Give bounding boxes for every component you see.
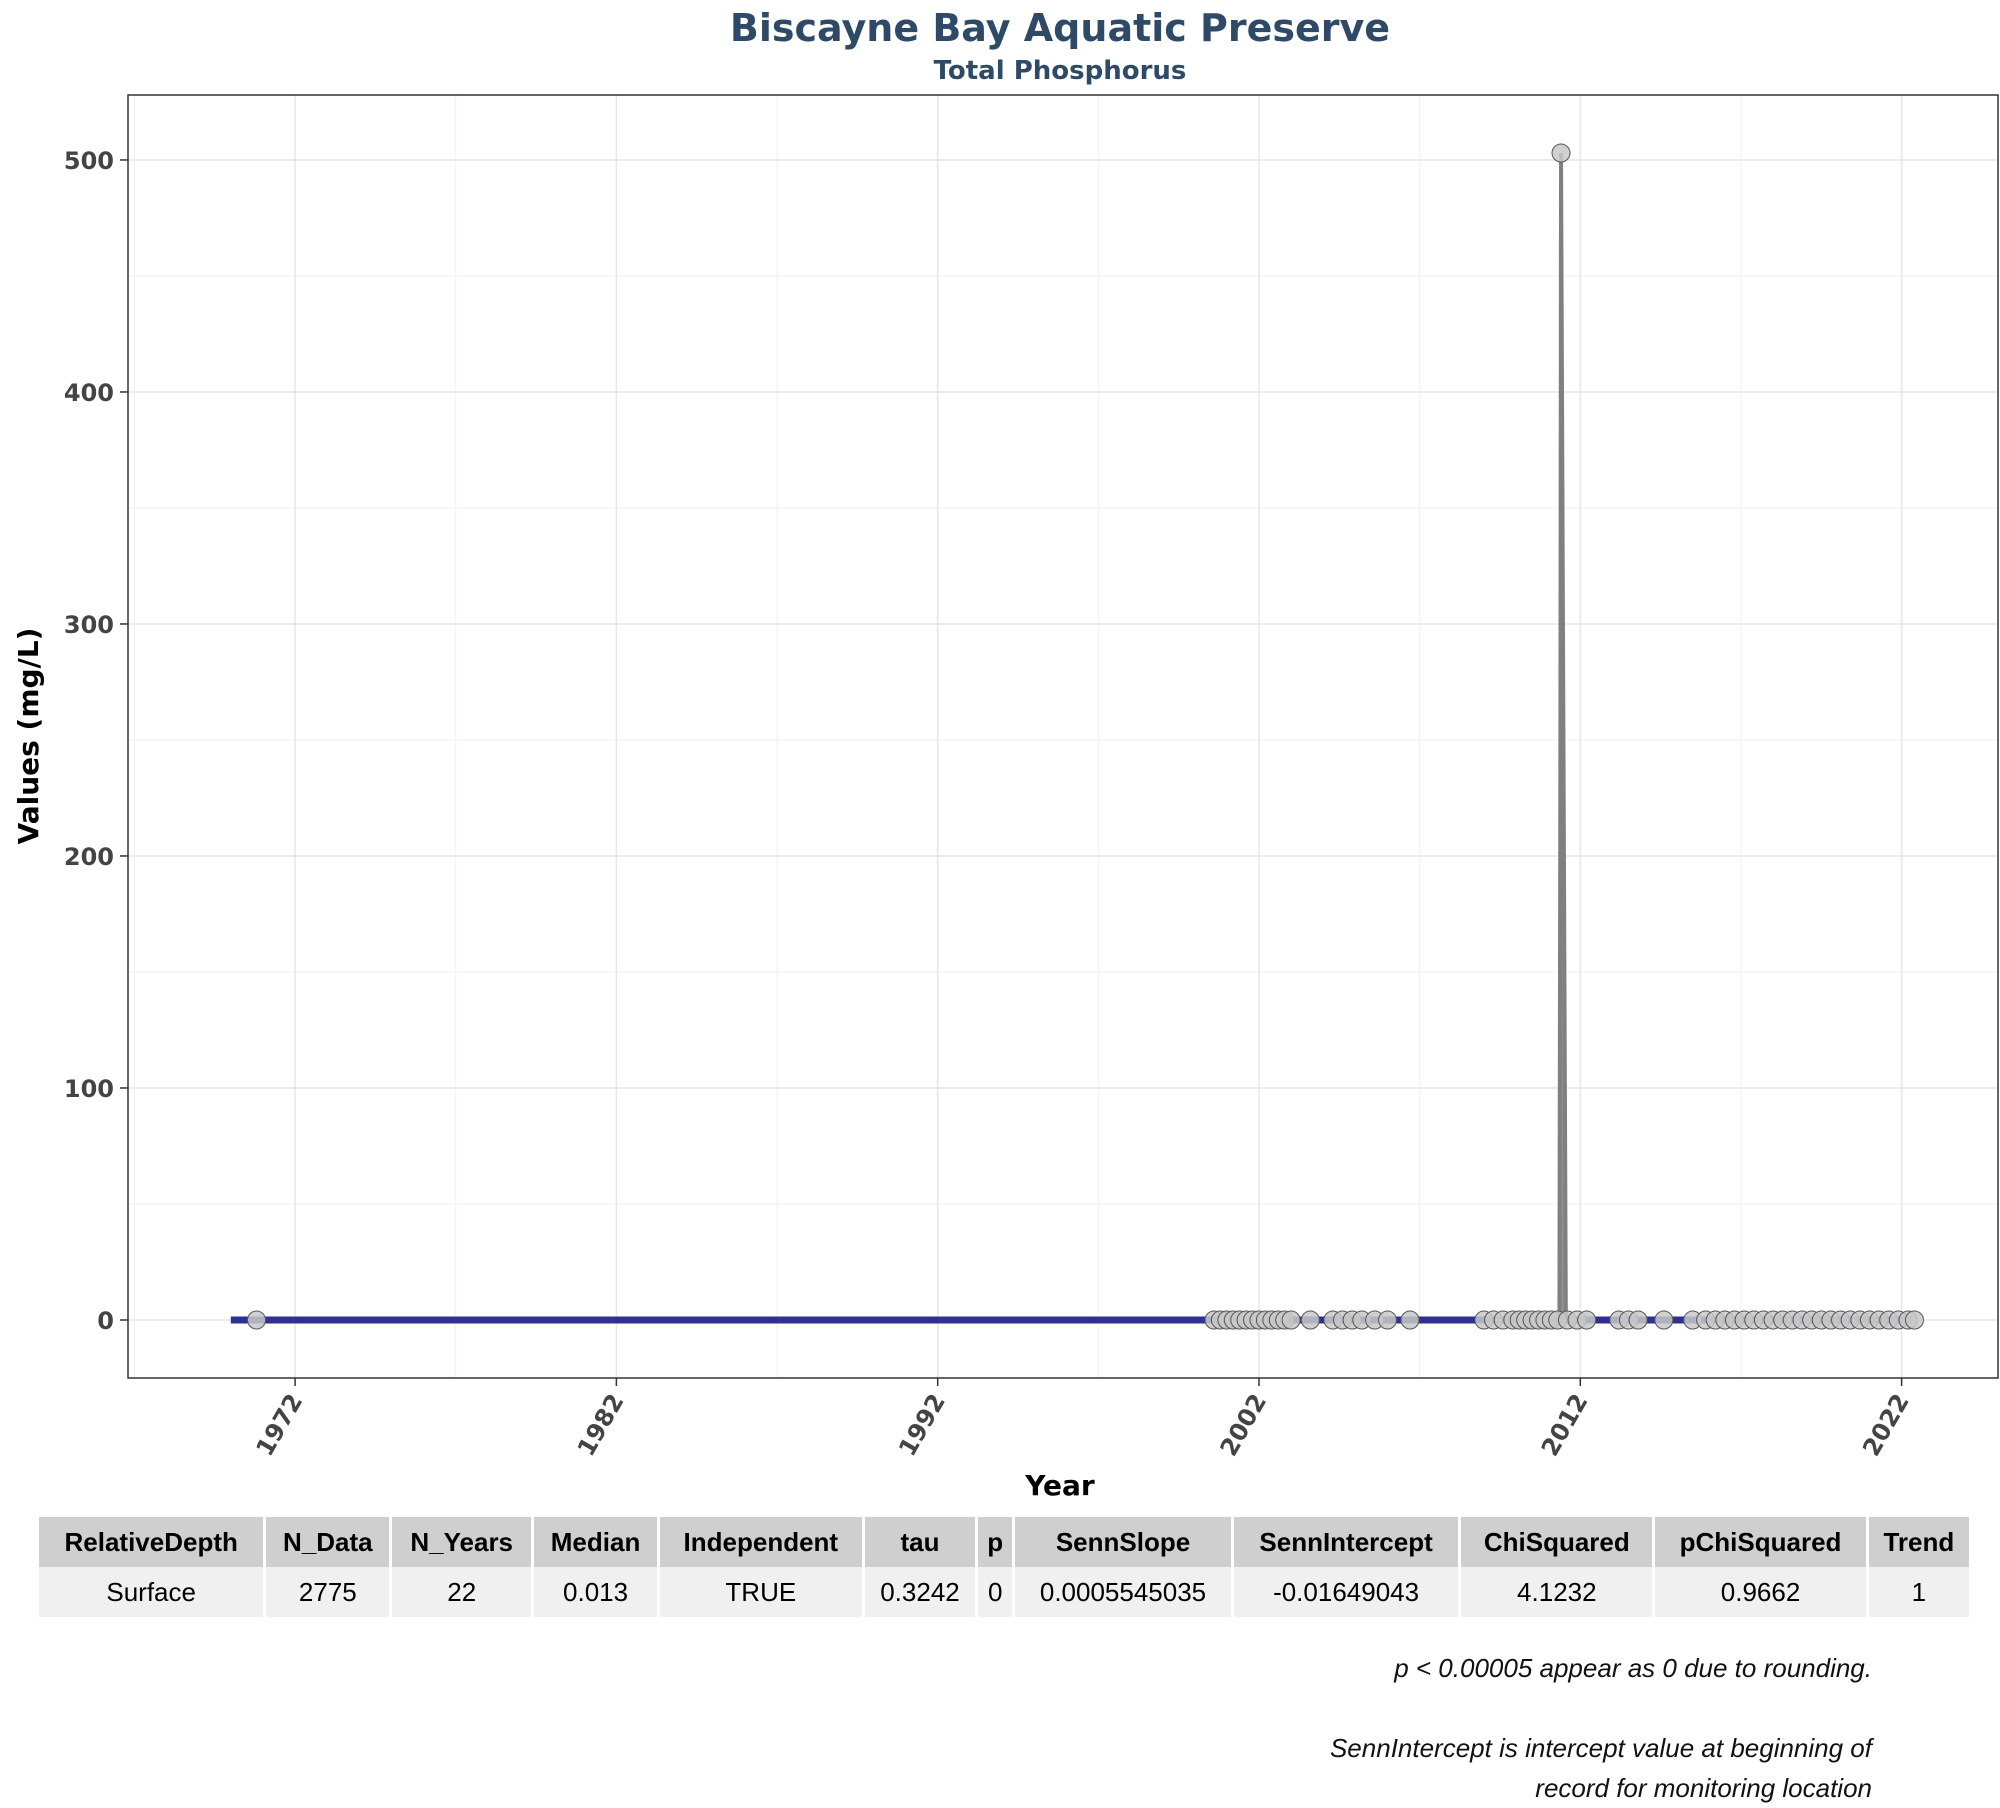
x-tick-label: 2002 — [1215, 1389, 1273, 1461]
chart-svg: 0 100 200 300 400 500 1972 1982 1992 2002 2012 202… — [12, 94, 1999, 1500]
stats-table: RelativeDepth N_Data N_Years Median Independ… — [36, 1517, 1972, 1617]
table-cell: 1 — [1868, 1567, 1969, 1617]
table-header-cell: SennSlope — [1015, 1517, 1231, 1567]
x-tick-label: 2012 — [1536, 1389, 1594, 1461]
table-header-cell: RelativeDepth — [39, 1517, 264, 1567]
x-tick-label: 1982 — [572, 1389, 630, 1461]
table-cell: TRUE — [660, 1567, 862, 1617]
y-tick-label: 500 — [64, 147, 114, 175]
table-header-cell: Trend — [1868, 1517, 1969, 1567]
data-points — [247, 143, 1924, 1330]
spike-polyline — [1557, 152, 1568, 1321]
x-tick-label: 2022 — [1857, 1389, 1915, 1461]
table-header-cell: p — [978, 1517, 1013, 1567]
y-axis-label: Values (mg/L) — [12, 628, 45, 845]
chart-title: Biscayne Bay Aquatic Preserve — [729, 6, 1391, 50]
intercept-note-line1: SennIntercept is intercept value at begi… — [1329, 1733, 1872, 1763]
table-cell: 0 — [978, 1567, 1013, 1617]
table-body: Surface 2775 22 0.013 TRUE 0.3242 0 0.000554503… — [39, 1567, 1969, 1617]
plot-border — [127, 94, 1999, 1379]
table-header-row: RelativeDepth N_Data N_Years Median Independ… — [39, 1517, 1969, 1567]
table-header-cell: SennIntercept — [1233, 1517, 1459, 1567]
x-tick-label: 1992 — [893, 1389, 951, 1461]
table-cell: Surface — [39, 1567, 264, 1617]
table-cell: 0.3242 — [864, 1567, 976, 1617]
table-header-cell: Median — [534, 1517, 658, 1567]
data-point — [247, 1310, 267, 1330]
grid-lines — [128, 95, 1998, 1378]
x-tick-label: 1972 — [251, 1389, 309, 1461]
y-tick-label: 100 — [64, 1075, 114, 1103]
y-tick-label: 200 — [64, 843, 114, 871]
table-header-cell: tau — [864, 1517, 976, 1567]
data-point — [1577, 1310, 1597, 1330]
y-tick-label: 300 — [64, 611, 114, 639]
data-point — [1400, 1310, 1420, 1330]
data-point — [1628, 1310, 1648, 1330]
rounding-note: p < 0.00005 appear as 0 due to rounding. — [1394, 1653, 1872, 1683]
y-tick-label: 400 — [64, 379, 114, 407]
data-point — [1281, 1310, 1301, 1330]
table-header-cell: Independent — [660, 1517, 862, 1567]
table-cell: 0.0005545035 — [1015, 1567, 1231, 1617]
chart-subtitle: Total Phosphorus — [933, 56, 1187, 86]
table-cell: 0.013 — [534, 1567, 658, 1617]
x-axis-ticks: 1972 1982 1992 2002 2012 2022 — [251, 1378, 1915, 1461]
y-axis-ticks: 0 100 200 300 400 500 — [64, 147, 128, 1335]
table-header-cell: N_Data — [266, 1517, 390, 1567]
x-axis-label: Year — [1024, 1469, 1095, 1500]
table-row: Surface 2775 22 0.013 TRUE 0.3242 0 0.000554503… — [39, 1567, 1969, 1617]
plot-panel — [128, 95, 1998, 1378]
table-cell: 4.1232 — [1461, 1567, 1653, 1617]
table-header-cell: ChiSquared — [1461, 1517, 1653, 1567]
data-point — [1378, 1310, 1398, 1330]
table-cell: -0.01649043 — [1233, 1567, 1459, 1617]
table-cell: 0.9662 — [1655, 1567, 1866, 1617]
data-point — [1654, 1310, 1674, 1330]
y-tick-label: 0 — [97, 1307, 114, 1335]
table-cell: 22 — [392, 1567, 532, 1617]
data-point — [1904, 1310, 1924, 1330]
table-cell: 2775 — [266, 1567, 390, 1617]
table-header-cell: pChiSquared — [1655, 1517, 1866, 1567]
intercept-note-line2: record for monitoring location — [1535, 1773, 1872, 1803]
data-point — [1300, 1310, 1320, 1330]
table-header-cell: N_Years — [392, 1517, 532, 1567]
data-point — [1551, 143, 1571, 163]
